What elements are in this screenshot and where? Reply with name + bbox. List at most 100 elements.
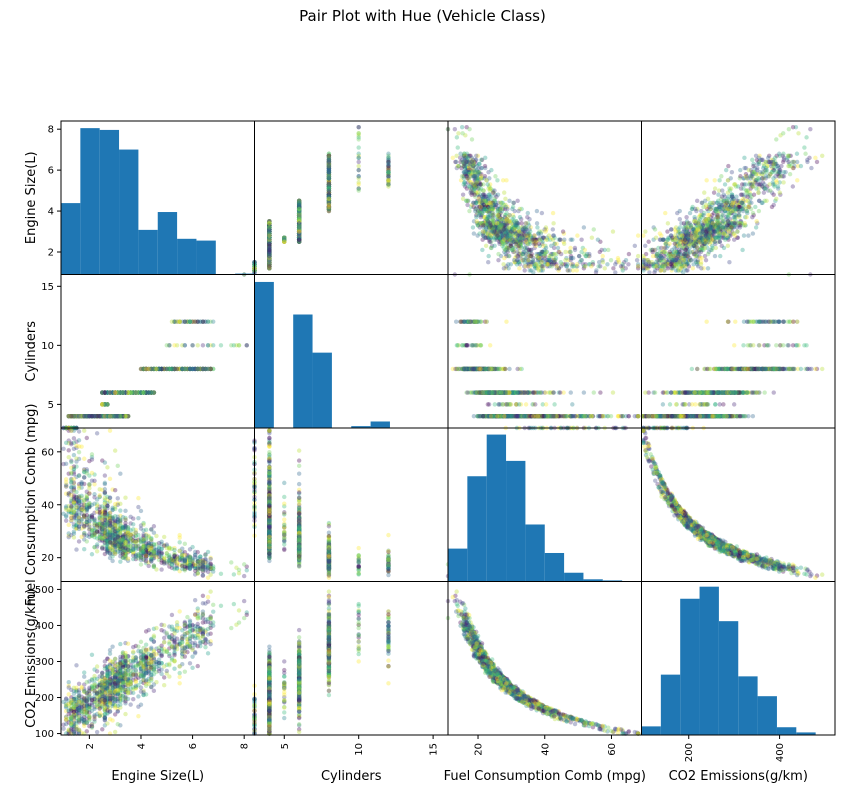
scatter-point	[267, 227, 272, 232]
scatter-point	[267, 225, 272, 230]
scatter-point	[541, 235, 546, 240]
scatter-point	[356, 155, 361, 161]
scatter-point	[595, 237, 601, 242]
scatter-point	[326, 165, 332, 171]
scatter-point	[479, 157, 484, 163]
scatter-point	[326, 159, 332, 165]
scatter-point	[386, 178, 391, 183]
scatter-point	[510, 247, 515, 253]
scatter-point	[483, 194, 489, 199]
scatter-point	[472, 184, 478, 189]
scatter-point	[326, 200, 332, 206]
scatter-point	[282, 239, 287, 244]
scatter-point	[704, 178, 709, 183]
scatter-point	[681, 257, 686, 263]
scatter-point	[267, 257, 272, 263]
scatter-point	[296, 212, 302, 218]
scatter-point	[386, 155, 391, 161]
scatter-point	[605, 262, 610, 267]
scatter-point	[452, 126, 458, 132]
scatter-point	[775, 184, 781, 189]
scatter-point	[453, 159, 459, 165]
scatter-point	[594, 268, 599, 273]
scatter-point	[475, 233, 480, 238]
scatter-point	[523, 264, 528, 269]
scatter-point	[296, 200, 302, 206]
scatter-point	[685, 268, 690, 273]
scatter-point	[296, 202, 302, 208]
scatter-point	[706, 233, 711, 238]
scatter-point	[470, 225, 476, 230]
scatter-point	[714, 208, 719, 214]
scatter-point	[296, 210, 302, 216]
scatter-point	[596, 264, 601, 269]
scatter-point	[267, 227, 272, 232]
scatter-point	[326, 186, 332, 191]
scatter-point	[745, 198, 751, 204]
scatter-point	[282, 237, 287, 242]
scatter-point	[267, 237, 272, 242]
scatter-point	[513, 241, 518, 246]
scatter-point	[296, 206, 302, 212]
scatter-point	[326, 159, 332, 165]
scatter-point	[729, 225, 734, 230]
scatter-point	[469, 159, 475, 165]
scatter-point	[568, 249, 573, 255]
scatter-point	[531, 270, 536, 275]
scatter-point	[296, 219, 302, 224]
scatter-point	[794, 159, 800, 165]
scatter-point	[526, 257, 531, 263]
scatter-point	[296, 229, 302, 234]
scatter-point	[460, 192, 466, 197]
scatter-point	[326, 153, 332, 158]
scatter-point	[744, 208, 750, 214]
scatter-point	[296, 229, 302, 234]
scatter-point	[356, 182, 361, 187]
scatter-point	[820, 153, 825, 158]
scatter-point	[750, 214, 755, 220]
scatter-point	[296, 237, 302, 242]
scatter-point	[267, 257, 272, 263]
scatter-point	[296, 206, 302, 212]
scatter-point	[296, 204, 302, 210]
scatter-point	[488, 239, 493, 244]
scatter-point	[296, 229, 302, 234]
scatter-point	[267, 235, 272, 240]
scatter-point	[296, 210, 302, 216]
scatter-point	[646, 239, 651, 244]
scatter-point	[296, 217, 302, 222]
scatter-point	[469, 163, 474, 169]
scatter-point	[502, 190, 507, 195]
scatter-point	[486, 253, 491, 259]
scatter-point	[498, 200, 503, 206]
scatter-point	[267, 262, 272, 267]
scatter-point	[602, 266, 607, 271]
scatter-point	[282, 239, 287, 244]
scatter-point	[556, 249, 561, 255]
scatter-point	[741, 233, 747, 238]
scatter-point	[498, 217, 504, 222]
scatter-point	[267, 253, 272, 259]
scatter-point	[267, 233, 272, 238]
scatter-point	[516, 208, 521, 214]
scatter-point	[734, 206, 739, 212]
scatter-point	[534, 221, 540, 226]
scatter-point	[704, 223, 710, 228]
scatter-point	[267, 241, 272, 246]
scatter-point	[296, 237, 302, 242]
scatter-point	[326, 196, 332, 201]
scatter-point	[296, 202, 302, 208]
scatter-point	[267, 239, 272, 244]
scatter-point	[692, 233, 698, 238]
scatter-point	[296, 208, 302, 214]
scatter-point	[805, 157, 810, 163]
scatter-point	[508, 235, 514, 240]
scatter-point	[489, 202, 494, 208]
scatter-point	[534, 208, 540, 214]
scatter-point	[731, 231, 736, 236]
scatter-point	[326, 180, 332, 185]
scatter-point	[296, 200, 302, 206]
scatter-point	[267, 260, 272, 265]
scatter-point	[326, 174, 332, 179]
scatter-point	[326, 204, 332, 210]
